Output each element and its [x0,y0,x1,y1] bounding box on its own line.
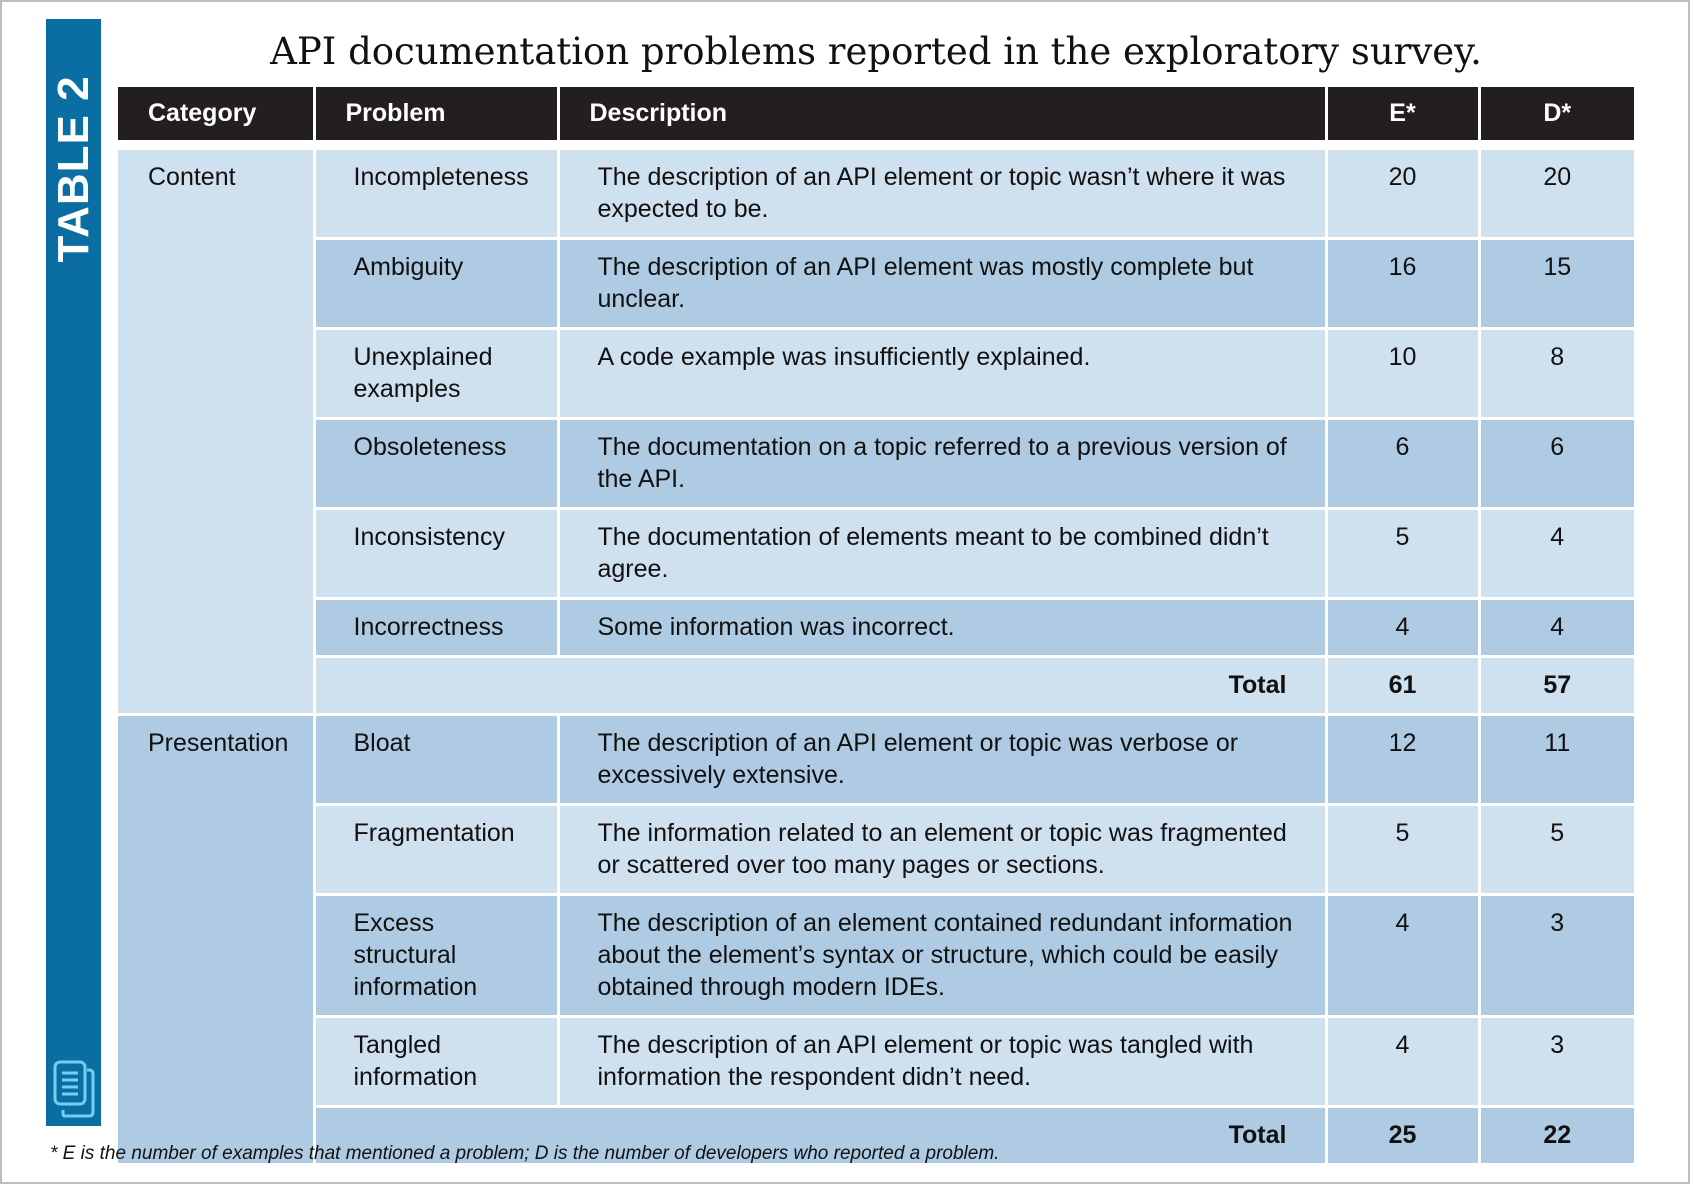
header-row: Category Problem Description E* D* [118,87,1634,150]
table-title: API documentation problems reported in t… [270,30,1482,73]
total-e: 61 [1326,656,1481,716]
total-e: 25 [1326,1106,1481,1166]
e-cell: 16 [1326,238,1481,330]
d-cell: 11 [1479,714,1634,806]
table-number-label: TABLE 2 [48,75,98,263]
table-row: Excess structural information The descri… [118,894,1634,1018]
d-cell: 8 [1479,328,1634,420]
description-cell: The documentation on a topic referred to… [558,418,1328,510]
description-cell: The description of an API element or top… [558,714,1328,806]
description-cell: The description of an API element or top… [558,1016,1328,1108]
e-cell: 5 [1326,804,1481,896]
document-icon [53,1060,95,1118]
table-row: Ambiguity The description of an API elem… [118,238,1634,330]
d-cell: 5 [1479,804,1634,896]
d-cell: 15 [1479,238,1634,330]
table-row: Obsoleteness The documentation on a topi… [118,418,1634,510]
problem-cell: Inconsistency [314,508,560,600]
e-cell: 4 [1326,598,1481,658]
d-cell: 20 [1479,145,1634,240]
problem-cell: Ambiguity [314,238,560,330]
header-problem: Problem [314,87,560,150]
table-row: Unexplained examples A code example was … [118,328,1634,420]
problem-cell: Incorrectness [314,598,560,658]
e-cell: 10 [1326,328,1481,420]
problem-cell: Unexplained examples [314,328,560,420]
description-cell: The description of an element contained … [558,894,1328,1018]
e-cell: 4 [1326,1016,1481,1108]
problem-cell: Tangled information [314,1016,560,1108]
content-total-row: Total 61 57 [118,656,1634,716]
total-d: 22 [1479,1106,1634,1166]
e-cell: 20 [1326,145,1481,240]
problems-table: Category Problem Description E* D* Conte… [118,87,1634,1166]
description-cell: Some information was incorrect. [558,598,1328,658]
table-row: Inconsistency The documentation of eleme… [118,508,1634,600]
problem-cell: Incompleteness [314,145,560,240]
problem-cell: Obsoleteness [314,418,560,510]
total-label: Total [314,656,1328,716]
d-cell: 4 [1479,598,1634,658]
problem-cell: Excess structural information [314,894,560,1018]
header-category: Category [118,87,316,150]
e-cell: 5 [1326,508,1481,600]
d-cell: 4 [1479,508,1634,600]
header-description: Description [558,87,1328,150]
description-cell: The information related to an element or… [558,804,1328,896]
d-cell: 3 [1479,1016,1634,1108]
total-label: Total [314,1106,1328,1166]
description-cell: The description of an API element was mo… [558,238,1328,330]
e-cell: 6 [1326,418,1481,510]
footnote: * E is the number of examples that menti… [50,1143,1000,1164]
problem-cell: Bloat [314,714,560,806]
problem-cell: Fragmentation [314,804,560,896]
d-cell: 3 [1479,894,1634,1018]
description-cell: A code example was insufficiently explai… [558,328,1328,420]
header-d: D* [1479,87,1634,150]
table-row: Tangled information The description of a… [118,1016,1634,1108]
header-e: E* [1326,87,1481,150]
total-d: 57 [1479,656,1634,716]
table-label-sidebar: TABLE 2 [46,19,101,1126]
description-cell: The description of an API element or top… [558,145,1328,240]
table-row: Content Incompleteness The description o… [118,145,1634,716]
d-cell: 6 [1479,418,1634,510]
table-row: Incorrectness Some information was incor… [118,598,1634,658]
table-row: Fragmentation The information related to… [118,804,1634,896]
description-cell: The documentation of elements meant to b… [558,508,1328,600]
e-cell: 12 [1326,714,1481,806]
table-row: Presentation Bloat The description of an… [118,714,1634,1166]
presentation-total-row: Total 25 22 [118,1106,1634,1166]
category-presentation: Presentation [118,714,316,1166]
e-cell: 4 [1326,894,1481,1018]
category-content: Content [118,145,316,716]
